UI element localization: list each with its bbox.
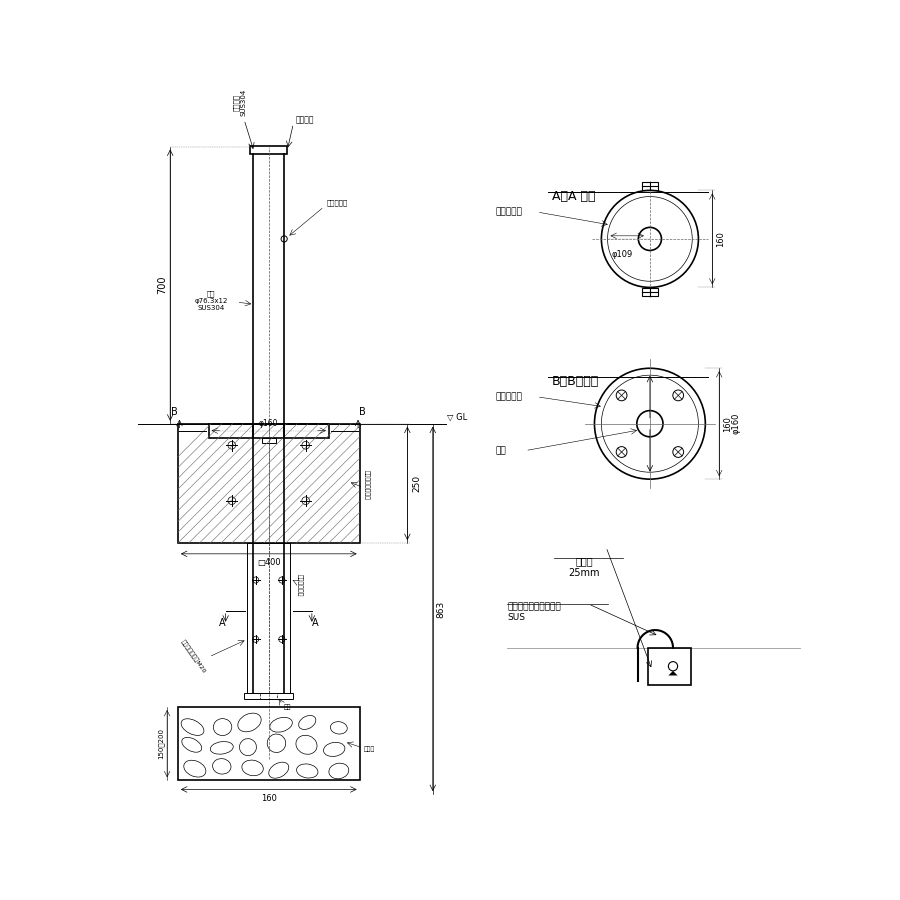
Text: キャップ: キャップ xyxy=(296,115,314,124)
Text: 160: 160 xyxy=(723,416,732,432)
Text: 支柱: 支柱 xyxy=(496,446,507,455)
Text: A: A xyxy=(312,618,319,628)
Text: φ160: φ160 xyxy=(259,418,278,427)
Text: A－A 断面: A－A 断面 xyxy=(552,191,596,203)
Polygon shape xyxy=(669,670,678,676)
Text: φ109: φ109 xyxy=(612,249,633,258)
Text: 無縁コンクリート: 無縁コンクリート xyxy=(364,471,370,500)
Text: アルミ鋳物: アルミ鋳物 xyxy=(496,392,523,401)
Bar xyxy=(178,707,360,780)
Bar xyxy=(262,437,275,443)
Text: B－B　矢視: B－B 矢視 xyxy=(552,375,599,388)
Bar xyxy=(643,182,658,190)
Text: 底板: 底板 xyxy=(284,705,292,710)
Text: □400: □400 xyxy=(256,558,281,568)
Text: B: B xyxy=(171,407,178,418)
Text: 南京錠
25mm: 南京錠 25mm xyxy=(569,556,600,578)
Bar xyxy=(643,288,658,296)
Text: 160: 160 xyxy=(716,231,725,247)
Bar xyxy=(250,147,287,154)
Text: φ160: φ160 xyxy=(732,413,741,435)
Text: 支柱
φ76.3x12
SUS304: 支柱 φ76.3x12 SUS304 xyxy=(194,290,228,310)
Text: 稲相米: 稲相米 xyxy=(364,747,375,752)
Text: チェーン
SUS304: チェーン SUS304 xyxy=(233,88,247,116)
Bar xyxy=(260,693,277,698)
Text: A: A xyxy=(219,618,225,628)
Text: ブラケット: ブラケット xyxy=(327,199,347,206)
Text: アンカーボルトM20: アンカーボルトM20 xyxy=(180,639,207,675)
Bar xyxy=(248,543,291,693)
Bar xyxy=(648,648,690,685)
Text: アルミ鋳物: アルミ鋳物 xyxy=(496,207,523,216)
Text: 鍵ピン内蔵式（バネ）
SUS: 鍵ピン内蔵式（バネ） SUS xyxy=(508,602,562,622)
Text: ▽ GL: ▽ GL xyxy=(447,413,468,422)
Text: B: B xyxy=(359,407,366,418)
Text: 863: 863 xyxy=(436,600,446,617)
Text: 700: 700 xyxy=(158,275,167,294)
Bar xyxy=(178,424,360,543)
Bar xyxy=(244,693,293,698)
Text: 内筒管理ター: 内筒管理ター xyxy=(296,574,302,597)
Text: 150～200: 150～200 xyxy=(158,728,165,759)
Text: 160: 160 xyxy=(261,794,276,803)
Text: 250: 250 xyxy=(412,475,421,492)
Bar xyxy=(209,424,328,437)
